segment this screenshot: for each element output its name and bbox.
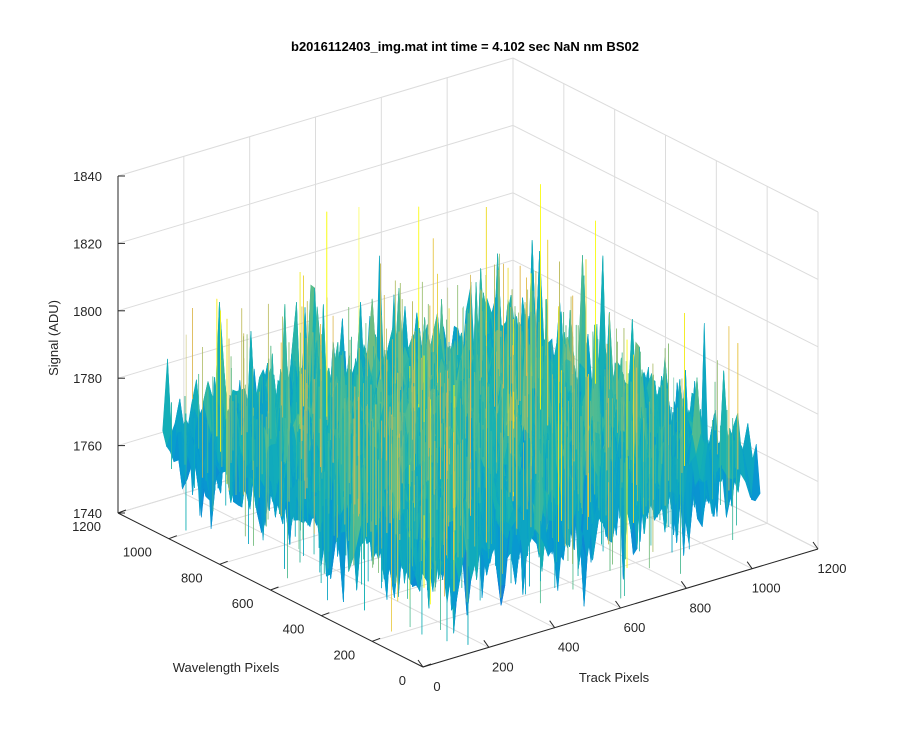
surface-cell: [162, 358, 172, 448]
back-wall-grid-z: [117, 57, 514, 177]
floor-grid-y: [372, 522, 768, 642]
right-wall-grid-z: [512, 259, 819, 415]
back-wall-grid-z: [117, 192, 514, 312]
surface-mesh: [162, 184, 761, 645]
right-wall-grid-z: [512, 124, 819, 280]
back-wall-grid-z: [117, 124, 514, 244]
right-wall-grid-z: [512, 57, 819, 213]
right-wall-grid-z: [512, 192, 819, 348]
